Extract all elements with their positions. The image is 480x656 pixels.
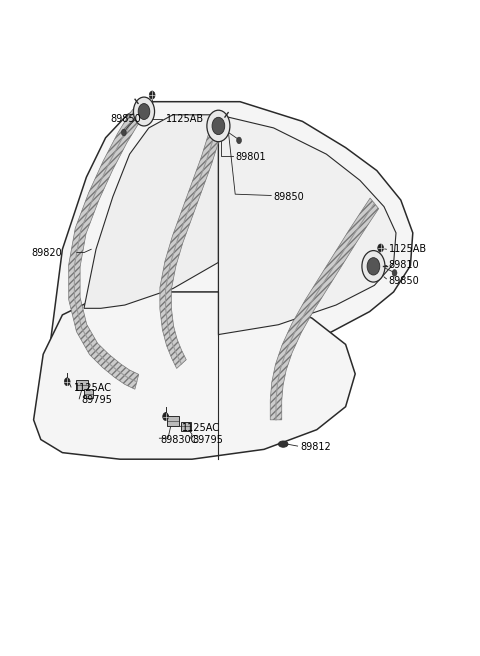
Text: 89850: 89850: [111, 114, 142, 125]
Circle shape: [138, 104, 150, 119]
Ellipse shape: [278, 441, 288, 447]
Text: 89795: 89795: [192, 434, 223, 445]
Text: 1125AB: 1125AB: [166, 114, 204, 125]
Circle shape: [378, 244, 384, 252]
Text: 89820: 89820: [31, 247, 62, 258]
Circle shape: [207, 110, 230, 142]
Text: 1125AC: 1125AC: [74, 383, 112, 394]
Text: 89850: 89850: [274, 192, 304, 202]
Polygon shape: [48, 102, 413, 367]
Text: 89801: 89801: [235, 152, 266, 163]
Polygon shape: [160, 115, 224, 369]
Circle shape: [149, 91, 155, 99]
Circle shape: [133, 97, 155, 126]
Polygon shape: [218, 115, 396, 335]
FancyBboxPatch shape: [75, 380, 87, 390]
Text: 89850: 89850: [389, 276, 420, 286]
Circle shape: [237, 137, 241, 144]
Polygon shape: [34, 292, 355, 459]
Circle shape: [392, 270, 397, 276]
Circle shape: [367, 258, 380, 275]
Text: 1125AB: 1125AB: [389, 244, 427, 255]
FancyBboxPatch shape: [167, 417, 179, 426]
Text: 89812: 89812: [300, 442, 331, 453]
Text: 89810: 89810: [389, 260, 420, 270]
Text: 89830C: 89830C: [161, 434, 198, 445]
Text: 89795: 89795: [82, 395, 112, 405]
FancyBboxPatch shape: [84, 389, 93, 398]
Text: 1125AC: 1125AC: [182, 422, 220, 433]
Circle shape: [64, 378, 70, 386]
Polygon shape: [270, 198, 379, 420]
Polygon shape: [69, 100, 148, 389]
Polygon shape: [84, 115, 218, 308]
Circle shape: [163, 413, 168, 420]
FancyBboxPatch shape: [181, 422, 191, 431]
Circle shape: [362, 251, 385, 282]
Circle shape: [121, 129, 126, 136]
Circle shape: [212, 117, 225, 134]
